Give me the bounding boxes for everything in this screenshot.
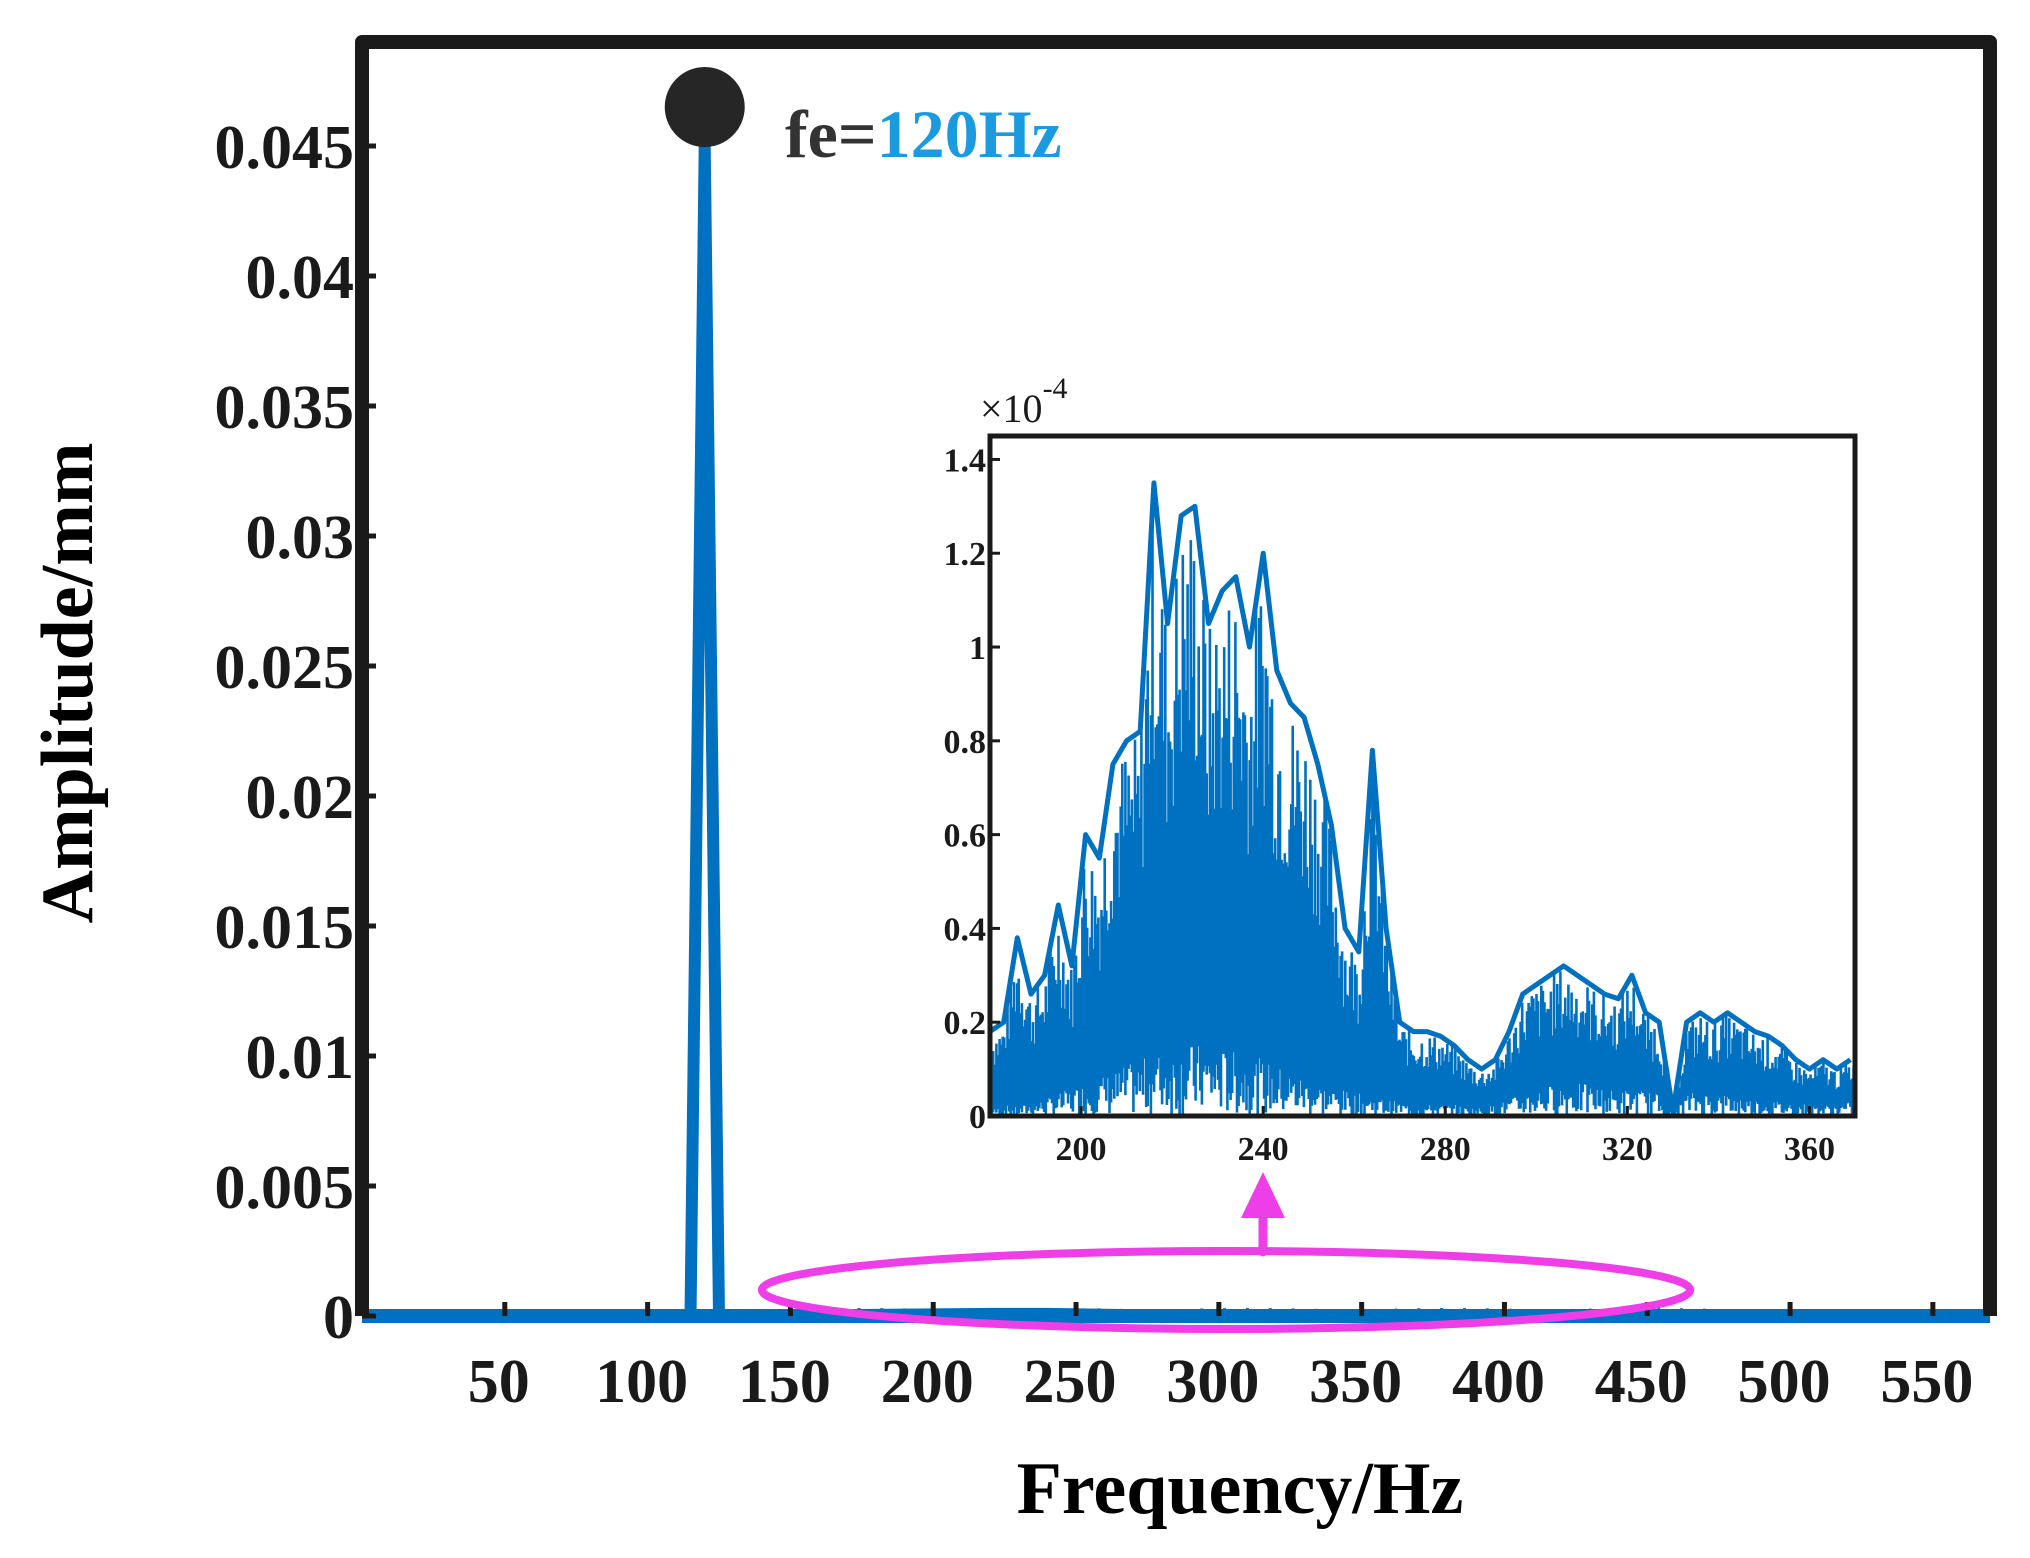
x-tick-label: 100 bbox=[595, 1348, 688, 1416]
inset-y-exponent-power: -4 bbox=[1043, 372, 1068, 405]
x-axis-title: Frequency/Hz bbox=[1017, 1448, 1464, 1530]
main-plot: 0 0.005 0.01 0.015 0.02 0.025 0.03 0.035 0.04 0.0… bbox=[215, 35, 1997, 1416]
x-tick-label: 350 bbox=[1309, 1348, 1402, 1416]
inset-y-tick-label: 1.4 bbox=[944, 442, 987, 479]
x-tick-label: 550 bbox=[1880, 1348, 1973, 1416]
annotations bbox=[757, 1172, 1695, 1333]
zoom-arrow-head bbox=[1241, 1172, 1285, 1218]
y-tick-label: 0.025 bbox=[215, 634, 355, 702]
x-tick-label: 500 bbox=[1738, 1348, 1831, 1416]
inset-x-tick-label: 320 bbox=[1602, 1131, 1653, 1168]
x-tick-label: 150 bbox=[738, 1348, 831, 1416]
peak-marker bbox=[664, 67, 745, 147]
y-tick-label: 0.035 bbox=[215, 374, 355, 442]
y-tick-label: 0.015 bbox=[215, 894, 355, 962]
inset-x-tick-label: 200 bbox=[1056, 1131, 1107, 1168]
peak-annotation-value: 120Hz bbox=[877, 96, 1062, 172]
x-tick-label: 250 bbox=[1024, 1348, 1117, 1416]
inset-x-tick-label: 360 bbox=[1784, 1131, 1835, 1168]
inset-series-line bbox=[988, 480, 1852, 1114]
inset-y-tick-label: 1.2 bbox=[944, 536, 987, 573]
y-tick-label: 0.02 bbox=[246, 764, 355, 832]
peak-annotation-prefix: fe= bbox=[785, 96, 877, 172]
y-tick-label: 0.03 bbox=[246, 504, 355, 572]
highlight-ellipse bbox=[757, 1247, 1695, 1333]
inset-frame bbox=[987, 433, 1858, 1119]
main-frame bbox=[355, 35, 1997, 1316]
x-tick-label: 300 bbox=[1166, 1348, 1259, 1416]
y-tick-label: 0.01 bbox=[246, 1024, 355, 1092]
inset-y-tick-label: 0.6 bbox=[944, 818, 987, 855]
x-tick-label: 200 bbox=[881, 1348, 974, 1416]
inset-x-tick-label: 240 bbox=[1238, 1131, 1289, 1168]
inset-y-tick-label: 0.4 bbox=[944, 911, 987, 948]
inset-y-exponent: ×10-4 bbox=[980, 372, 1068, 431]
inset-y-tick-label: 0.2 bbox=[944, 1005, 987, 1042]
y-tick-label: 0 bbox=[323, 1284, 354, 1352]
x-tick-label: 400 bbox=[1452, 1348, 1545, 1416]
inset-plot: 0 0.2 0.4 0.6 0.8 1 1.2 1.4 200 240 280 320 360 ×10-4 bbox=[944, 372, 1858, 1168]
inset-y-tick-label: 0 bbox=[969, 1099, 986, 1136]
peak-annotation: fe=120Hz bbox=[785, 96, 1062, 172]
inset-y-exponent-base: ×10 bbox=[980, 386, 1043, 431]
x-tick-label: 450 bbox=[1595, 1348, 1688, 1416]
inset-y-tick-label: 1 bbox=[969, 630, 986, 667]
inset-x-tick-label: 280 bbox=[1420, 1131, 1471, 1168]
y-axis-title: Amplitude/mm bbox=[27, 443, 109, 924]
x-tick-label: 50 bbox=[468, 1348, 530, 1416]
y-tick-label: 0.04 bbox=[246, 244, 355, 312]
y-tick-label: 0.005 bbox=[215, 1154, 355, 1222]
inset-y-tick-label: 0.8 bbox=[944, 724, 987, 761]
y-tick-label: 0.045 bbox=[215, 114, 355, 182]
